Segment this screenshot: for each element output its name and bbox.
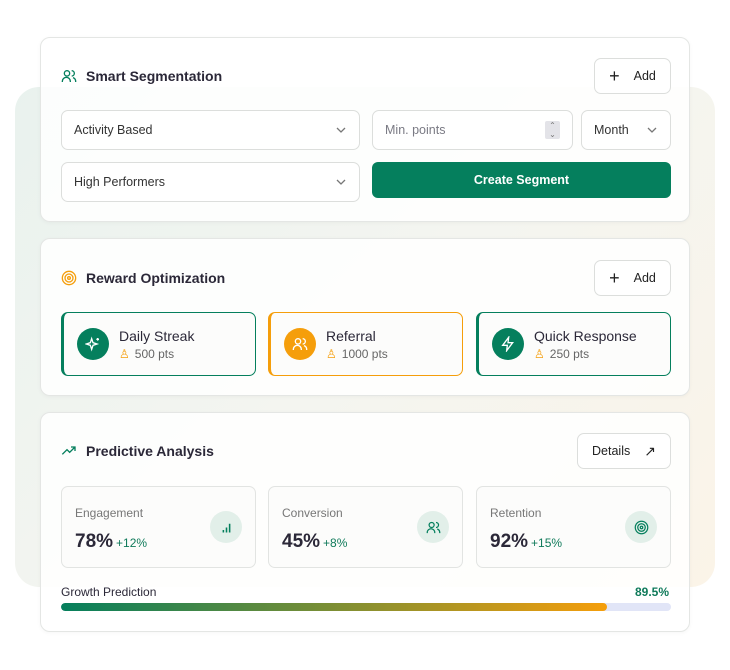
reward-optimization-card: Reward Optimization + Add Daily Streak ♙ 50…	[40, 238, 690, 396]
reward-item[interactable]: Daily Streak ♙ 500 pts	[61, 312, 256, 376]
trending-up-icon	[61, 446, 76, 455]
stat-label: Retention	[490, 506, 542, 520]
stat-label: Engagement	[75, 506, 144, 520]
group-select[interactable]: High Performers	[61, 162, 360, 202]
reward-name: Daily Streak	[119, 327, 195, 344]
section-title: Reward Optimization	[61, 270, 225, 286]
select-value: Activity Based	[74, 123, 153, 137]
predictive-analysis-card: Predictive Analysis Details ↗ Engagement …	[40, 412, 690, 632]
growth-label: Growth Prediction	[61, 585, 157, 599]
stat-label: Conversion	[282, 506, 343, 520]
arrow-up-right-icon: ↗	[644, 442, 656, 459]
stat-card: Retention 92% +15%	[476, 486, 671, 568]
reward-item[interactable]: Referral ♙ 1000 pts	[268, 312, 463, 376]
reward-points: 500 pts	[134, 346, 175, 361]
award-icon: ♙	[534, 346, 545, 361]
add-reward-button[interactable]: + Add	[594, 260, 671, 296]
details-button[interactable]: Details ↗	[577, 433, 671, 469]
min-points-input[interactable]: Min. points ⌃ ⌄	[372, 110, 573, 150]
stepper-icon[interactable]: ⌃ ⌄	[545, 121, 560, 139]
title-text: Reward Optimization	[86, 270, 226, 286]
select-value: Month	[594, 123, 629, 137]
stat-card: Conversion 45% +8%	[268, 486, 463, 568]
stat-change: +15%	[531, 536, 563, 550]
stat-card: Engagement 78% +12%	[61, 486, 256, 568]
award-icon: ♙	[119, 346, 130, 361]
chevron-down-icon	[647, 127, 657, 133]
chevron-down-icon	[336, 127, 346, 133]
growth-value: 89.5%	[634, 585, 669, 599]
stat-value: 45%	[282, 531, 321, 552]
plus-icon: +	[609, 65, 620, 86]
users-icon	[426, 521, 440, 533]
bar-chart-icon	[222, 523, 230, 532]
smart-segmentation-card: Smart Segmentation + Add Activity Based M…	[40, 37, 690, 222]
reward-name: Referral	[326, 327, 376, 344]
users-icon	[292, 338, 308, 350]
chevron-down-icon	[336, 179, 346, 185]
reward-item[interactable]: Quick Response ♙ 250 pts	[476, 312, 671, 376]
add-label: Add	[633, 271, 656, 285]
growth-progress-fill	[61, 603, 607, 611]
select-value: High Performers	[74, 175, 165, 189]
reward-points: 1000 pts	[341, 346, 388, 361]
add-segment-button[interactable]: + Add	[594, 58, 671, 94]
reward-points: 250 pts	[549, 346, 590, 361]
target-icon	[634, 520, 648, 534]
title-text: Predictive Analysis	[86, 443, 214, 459]
create-segment-button[interactable]: Create Segment	[372, 162, 671, 198]
stat-value: 92%	[490, 531, 529, 552]
period-select[interactable]: Month	[581, 110, 671, 150]
sparkles-icon	[85, 336, 100, 352]
activity-select[interactable]: Activity Based	[61, 110, 360, 150]
growth-progress-bar	[61, 603, 671, 611]
title-text: Smart Segmentation	[86, 68, 223, 84]
details-label: Details	[592, 444, 631, 458]
section-title: Predictive Analysis	[61, 443, 214, 459]
plus-icon: +	[609, 267, 620, 288]
add-label: Add	[633, 69, 656, 83]
section-title: Smart Segmentation	[61, 68, 222, 84]
stat-value: 78%	[75, 531, 114, 552]
target-icon	[61, 270, 77, 286]
award-icon: ♙	[326, 346, 337, 361]
users-icon	[61, 70, 77, 82]
reward-name: Quick Response	[534, 327, 637, 344]
stat-change: +8%	[323, 536, 348, 550]
placeholder: Min. points	[385, 123, 446, 137]
stat-change: +12%	[116, 536, 148, 550]
lightning-icon	[501, 336, 514, 352]
